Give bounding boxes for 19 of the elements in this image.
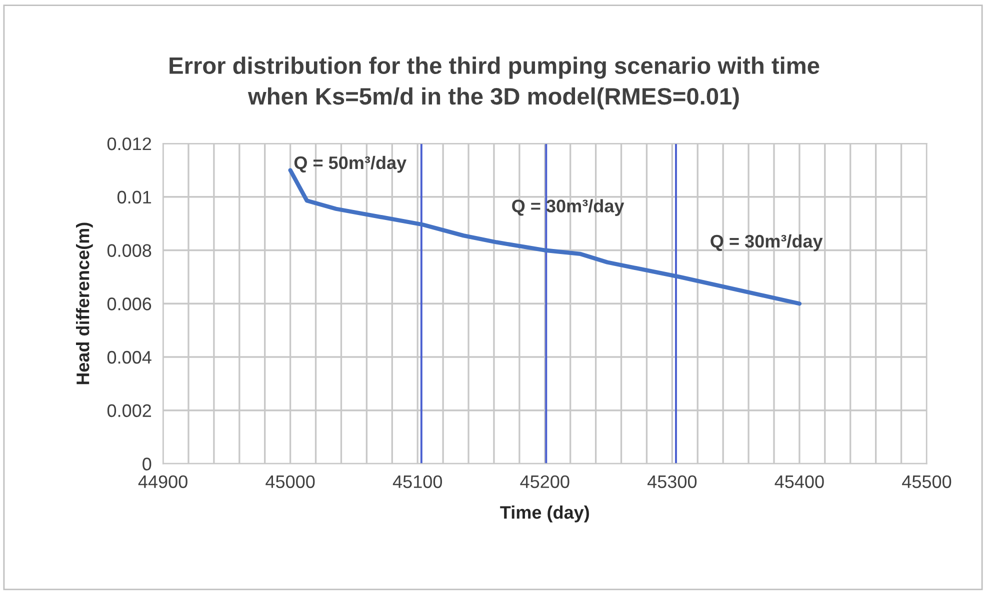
y-tick-label: 0.008 — [107, 244, 152, 257]
y-tick-label: 0.01 — [117, 190, 152, 204]
y-axis-title: Head difference(m) — [76, 222, 93, 384]
y-tick-label: 0.006 — [107, 298, 152, 310]
chart-title: Error distribution for the third pumping scenario with time when Ks=5m/d in the 3D model(RMES=0.01) — [170, 56, 820, 110]
y-tick-label: 0 — [142, 458, 152, 470]
y-tick-label: 0.004 — [107, 350, 152, 364]
x-tick-label: 45000 — [266, 475, 315, 488]
x-tick-label: 45100 — [392, 475, 442, 488]
x-axis-title: Time (day) — [500, 506, 589, 522]
y-tick-label: 0.012 — [107, 137, 152, 150]
x-tick-label: 44900 — [138, 475, 188, 488]
annotation: Q = 50m³/day — [294, 156, 406, 173]
y-tick-label: 0.002 — [107, 404, 152, 418]
x-tick-label: 45300 — [647, 475, 697, 488]
annotation: Q = 30m³/day — [710, 234, 823, 252]
x-tick-label: 45200 — [520, 475, 570, 488]
x-tick-label: 45500 — [902, 475, 952, 488]
x-tick-label: 45400 — [774, 475, 824, 488]
